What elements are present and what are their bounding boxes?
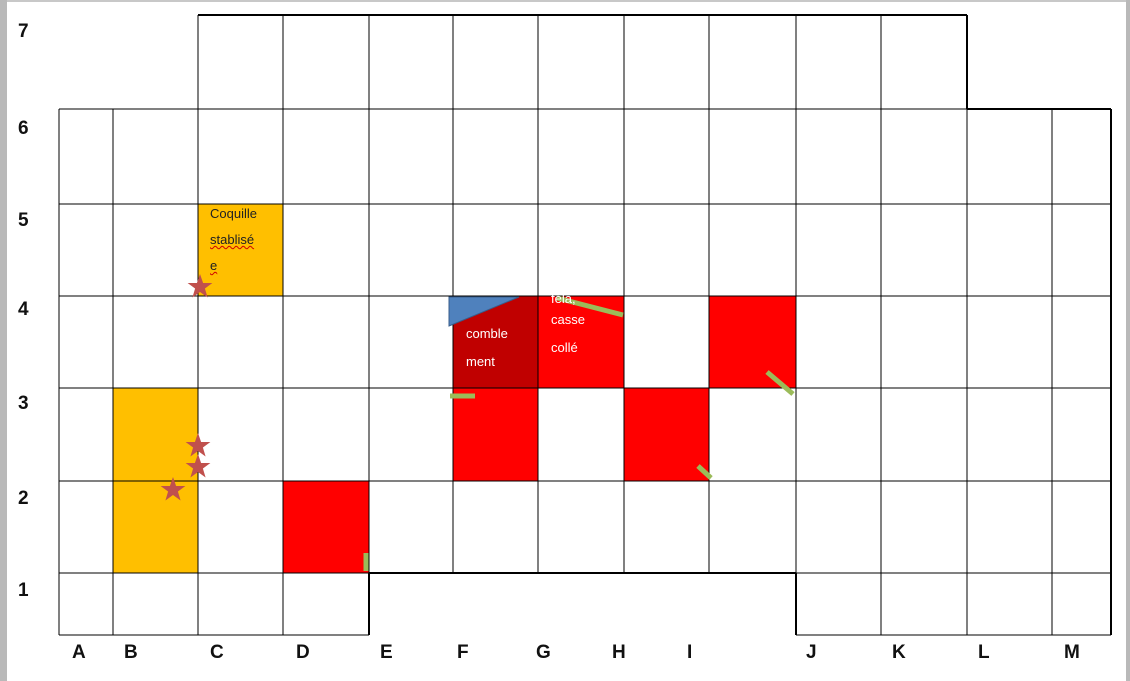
green-dash	[696, 464, 713, 480]
fills	[113, 204, 796, 573]
grid-lines	[58, 14, 1112, 636]
red-cell-i3	[624, 388, 709, 481]
window-left-edge	[0, 0, 7, 681]
col-label-f: F	[457, 642, 469, 663]
fela-line-1: fela,	[551, 292, 576, 306]
star-icon	[160, 477, 186, 501]
col-label-c: C	[210, 642, 224, 663]
window-right-edge	[1126, 0, 1130, 681]
col-label-k: K	[892, 642, 906, 663]
comblement-note: comble ment	[466, 320, 508, 376]
col-label-j: J	[806, 642, 817, 663]
col-label-a: A	[72, 642, 86, 663]
green-dash	[765, 370, 795, 396]
col-label-i: I	[687, 642, 693, 663]
star-markers	[160, 274, 213, 501]
comblement-line-1: comble	[466, 326, 508, 341]
orange-cell-b3	[113, 388, 198, 481]
fela-line-2: casse	[551, 312, 585, 327]
red-cell-d2	[283, 481, 369, 573]
row-label-7: 7	[18, 21, 29, 42]
row-label-6: 6	[18, 118, 29, 139]
coquille-line-3: e	[210, 258, 218, 273]
star-icon	[185, 454, 211, 478]
col-label-g: G	[536, 642, 551, 663]
row-label-1: 1	[18, 580, 29, 601]
orange-cell-c5	[198, 204, 283, 296]
fela-line-3: collé	[551, 340, 578, 355]
red-cell-f3	[453, 388, 538, 481]
col-label-l: L	[978, 642, 990, 663]
comblement-line-2: ment	[466, 354, 495, 369]
fela-note: fela, casse collé	[551, 292, 585, 362]
green-dash	[556, 295, 624, 318]
coquille-note: Coquille stablisé e	[210, 201, 257, 279]
coquille-line-2: stablisé	[210, 232, 255, 247]
green-dash-markers	[363, 295, 795, 571]
col-label-e: E	[380, 642, 393, 663]
row-label-2: 2	[18, 488, 29, 509]
col-label-b: B	[124, 642, 138, 663]
blue-triangle-marker	[448, 296, 520, 327]
coquille-line-1: Coquille	[210, 206, 257, 221]
window-top-edge	[0, 0, 1130, 2]
red-cell-j4	[709, 296, 796, 388]
row-label-5: 5	[18, 210, 29, 231]
col-label-m: M	[1064, 642, 1080, 663]
row-label-3: 3	[18, 393, 29, 414]
col-label-d: D	[296, 642, 310, 663]
row-label-4: 4	[18, 299, 29, 320]
star-icon	[187, 274, 213, 298]
orange-cell-b2	[113, 481, 198, 573]
col-label-h: H	[612, 642, 626, 663]
star-icon	[185, 433, 211, 457]
